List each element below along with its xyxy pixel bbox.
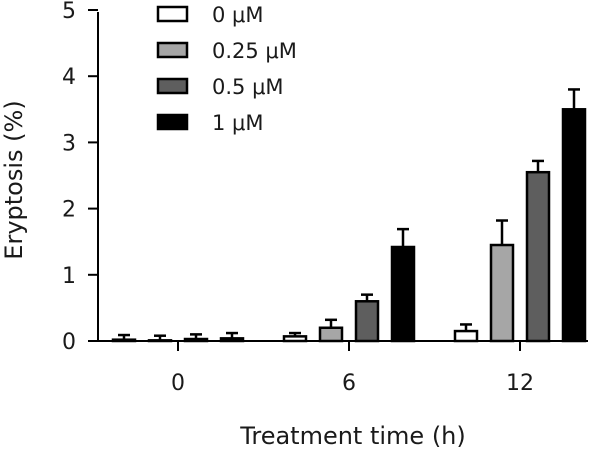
legend-label: 0.5 μM bbox=[212, 75, 284, 99]
y-tick-label: 5 bbox=[62, 0, 76, 24]
x-ticks: 0 6 12 bbox=[171, 341, 534, 396]
y-tick-label: 4 bbox=[62, 65, 76, 90]
legend-label: 0.25 μM bbox=[212, 39, 297, 63]
bar bbox=[561, 108, 587, 343]
bar bbox=[282, 335, 308, 343]
x-axis-title: Treatment time (h) bbox=[239, 422, 466, 450]
legend-swatch bbox=[156, 41, 189, 59]
axes bbox=[97, 12, 588, 342]
bars bbox=[111, 88, 587, 343]
y-ticks: 0 1 2 3 4 5 bbox=[62, 0, 98, 355]
legend-label: 1 μM bbox=[212, 111, 264, 135]
y-tick-label: 1 bbox=[62, 264, 76, 289]
legend: 0 μM 0.25 μM 0.5 μM 1 μM bbox=[156, 3, 297, 135]
y-tick-label: 0 bbox=[62, 330, 76, 355]
bar bbox=[183, 337, 209, 343]
bar bbox=[390, 245, 416, 343]
x-tick-label: 0 bbox=[171, 371, 185, 396]
bar bbox=[489, 243, 515, 343]
bar bbox=[219, 337, 245, 343]
x-tick-label: 6 bbox=[342, 371, 356, 396]
bar bbox=[525, 170, 551, 343]
bar bbox=[453, 329, 479, 343]
x-tick-label: 12 bbox=[506, 371, 534, 396]
legend-swatch bbox=[156, 5, 189, 23]
legend-swatch bbox=[156, 77, 189, 95]
bar bbox=[147, 339, 173, 343]
y-tick-label: 3 bbox=[62, 131, 76, 156]
y-axis-title: Eryptosis (%) bbox=[0, 100, 28, 259]
legend-label: 0 μM bbox=[212, 3, 264, 27]
bar bbox=[111, 338, 137, 343]
y-tick-label: 2 bbox=[62, 198, 76, 223]
legend-swatch bbox=[156, 113, 189, 131]
bar bbox=[354, 300, 380, 343]
bar bbox=[318, 326, 344, 343]
